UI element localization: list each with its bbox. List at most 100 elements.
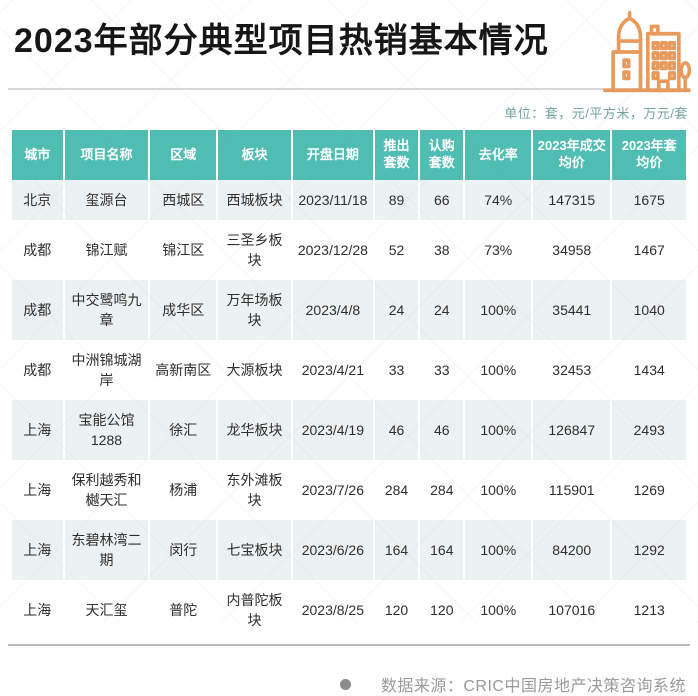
header-row: 城市 项目名称 区域 板块 开盘日期 推出 套数 认购 套数 去化率 2023年成交 均价 202… (12, 130, 686, 180)
table-cell: 284 (420, 460, 464, 521)
table-cell: 保利越秀和樾天汇 (64, 460, 149, 521)
header-cell: 板块 (218, 130, 291, 180)
table-cell: 万年场板块 (218, 280, 291, 341)
table-cell: 锦江赋 (64, 220, 149, 281)
table-cell: 上海 (12, 520, 63, 581)
table-cell: 龙华板块 (218, 400, 291, 461)
table-cell: 34958 (533, 220, 611, 281)
table-cell: 73% (465, 220, 532, 281)
data-source-note: 数据来源：CRIC中国房地产决策咨询系统 (380, 678, 686, 696)
table-cell: 2023/6/26 (292, 520, 373, 581)
table-cell: 成都 (12, 220, 63, 281)
table-cell: 33 (420, 340, 464, 401)
table-cell: 33 (374, 340, 419, 401)
table-row: 上海 保利越秀和樾天汇 杨浦 东外滩板块 2023/7/26 284 284 100% 1159… (12, 460, 686, 521)
table-cell: 24 (374, 280, 419, 341)
table-cell: 宝能公馆1288 (64, 400, 149, 461)
table-cell: 35441 (533, 280, 611, 341)
table-cell: 2023/4/19 (292, 400, 373, 461)
table-row: 成都 中洲锦城湖岸 高新南区 大源板块 2023/4/21 33 33 100% 32453 14… (12, 340, 686, 401)
table-cell: 2023/12/28 (292, 220, 373, 281)
header-cell: 项目名称 (64, 130, 149, 180)
table-cell: 1434 (612, 340, 686, 401)
table-row: 北京 玺源台 西城区 西城板块 2023/11/18 89 66 74% 147315 1675 (12, 180, 686, 221)
table-cell: 高新南区 (150, 340, 217, 401)
header-cell: 2023年成交 均价 (533, 130, 611, 180)
table-cell: 32453 (533, 340, 611, 401)
header-cell: 2023年套 均价 (612, 130, 686, 180)
table-body: 北京 玺源台 西城区 西城板块 2023/11/18 89 66 74% 147315 1675 成… (12, 180, 686, 641)
header-cell: 区域 (150, 130, 217, 180)
table-cell: 锦江区 (150, 220, 217, 281)
header-cell: 去化率 (465, 130, 532, 180)
table-cell: 西城板块 (218, 180, 291, 221)
table-cell: 闵行 (150, 520, 217, 581)
header-cell: 认购 套数 (420, 130, 464, 180)
table-cell: 107016 (533, 580, 611, 641)
table-cell: 成都 (12, 340, 63, 401)
table-cell: 1213 (612, 580, 686, 641)
table-cell: 东外滩板块 (218, 460, 291, 521)
page-title: 2023年部分典型项目热销基本情况 (14, 22, 549, 60)
table-cell: 100% (465, 340, 532, 401)
table-cell: 52 (374, 220, 419, 281)
table-cell: 126847 (533, 400, 611, 461)
table-cell: 徐汇 (150, 400, 217, 461)
table-cell: 164 (420, 520, 464, 581)
table-row: 成都 锦江赋 锦江区 三圣乡板块 2023/12/28 52 38 73% 34958 1467 (12, 220, 686, 281)
table-cell: 北京 (12, 180, 63, 221)
table-cell: 中洲锦城湖岸 (64, 340, 149, 401)
table-cell: 2023/4/21 (292, 340, 373, 401)
table-cell: 84200 (533, 520, 611, 581)
table-row: 上海 宝能公馆1288 徐汇 龙华板块 2023/4/19 46 46 100% 126847 2… (12, 400, 686, 461)
table-cell: 2493 (612, 400, 686, 461)
table-cell: 1467 (612, 220, 686, 281)
table-cell: 2023/8/25 (292, 580, 373, 641)
sales-table: 城市 项目名称 区域 板块 开盘日期 推出 套数 认购 套数 去化率 2023年成交 均价 202… (10, 130, 688, 641)
table-cell: 三圣乡板块 (218, 220, 291, 281)
table-cell: 38 (420, 220, 464, 281)
table-cell: 1292 (612, 520, 686, 581)
unit-note: 单位：套，元/平方米，万元/套 (504, 106, 688, 121)
table-cell: 100% (465, 400, 532, 461)
table-cell: 上海 (12, 580, 63, 641)
city-buildings-icon (603, 10, 692, 93)
table-cell: 46 (374, 400, 419, 461)
table-cell: 2023/11/18 (292, 180, 373, 221)
table-cell: 164 (374, 520, 419, 581)
circle-bullet-icon (339, 678, 351, 690)
table-cell: 1269 (612, 460, 686, 521)
table-cell: 上海 (12, 400, 63, 461)
table-cell: 普陀 (150, 580, 217, 641)
page-footer: 数据来源：CRIC中国房地产决策咨询系统 (0, 646, 698, 696)
table-cell: 2023/7/26 (292, 460, 373, 521)
table-cell: 2023/4/8 (292, 280, 373, 341)
header-cell: 城市 (12, 130, 63, 180)
table-cell: 24 (420, 280, 464, 341)
table-cell: 1675 (612, 180, 686, 221)
table-cell: 89 (374, 180, 419, 221)
table-cell: 杨浦 (150, 460, 217, 521)
table-cell: 100% (465, 520, 532, 581)
table-cell: 66 (420, 180, 464, 221)
table-row: 上海 天汇玺 普陀 内普陀板块 2023/8/25 120 120 100% 107016 121… (12, 580, 686, 641)
table-cell: 中交鹭鸣九章 (64, 280, 149, 341)
table-cell: 东碧林湾二期 (64, 520, 149, 581)
table-cell: 120 (374, 580, 419, 641)
title-divider (8, 88, 690, 90)
table-cell: 147315 (533, 180, 611, 221)
table-cell: 100% (465, 280, 532, 341)
page-header: 2023年部分典型项目热销基本情况 (0, 0, 698, 93)
table-cell: 284 (374, 460, 419, 521)
table-cell: 100% (465, 460, 532, 521)
table-cell: 100% (465, 580, 532, 641)
table-row: 成都 中交鹭鸣九章 成华区 万年场板块 2023/4/8 24 24 100% 35441 104… (12, 280, 686, 341)
table-cell: 成都 (12, 280, 63, 341)
table-header: 城市 项目名称 区域 板块 开盘日期 推出 套数 认购 套数 去化率 2023年成交 均价 202… (12, 130, 686, 180)
table-cell: 大源板块 (218, 340, 291, 401)
table-cell: 西城区 (150, 180, 217, 221)
table-cell: 1040 (612, 280, 686, 341)
table-cell: 74% (465, 180, 532, 221)
table-cell: 115901 (533, 460, 611, 521)
header-cell: 推出 套数 (374, 130, 419, 180)
